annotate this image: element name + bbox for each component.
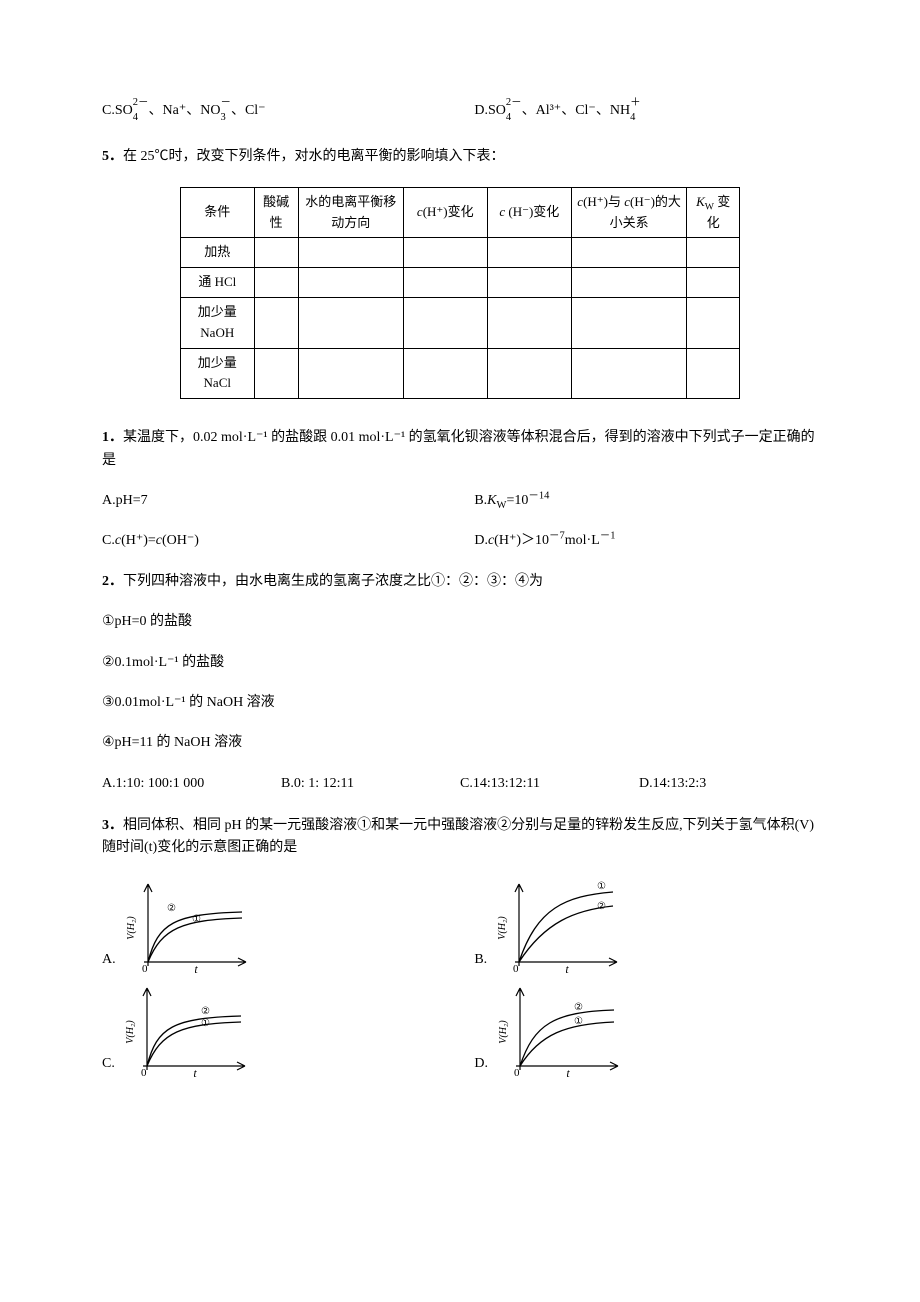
- q1-options-1: A.pH=7 B.KW=10－14: [102, 490, 818, 512]
- option-c: C.SO2－2－4、Na⁺、NO－－3、Cl⁻: [102, 100, 446, 122]
- table-row: 通 HCl: [181, 268, 740, 298]
- graph-d: V(H₂) t 0 ① ②: [494, 982, 624, 1078]
- svg-text:②: ②: [201, 1006, 210, 1017]
- option-d-label: D.: [474, 103, 488, 118]
- graph-a: V(H₂) t 0 ① ②: [122, 878, 252, 974]
- q5-h5: c(H⁺)与 c(H⁻)的大小关系: [571, 187, 687, 238]
- q2-stem: 2．下列四种溶液中，由水电离生成的氢离子浓度之比①：②：③：④为: [102, 571, 818, 593]
- svg-text:0: 0: [513, 963, 519, 974]
- row1-label: 通 HCl: [181, 268, 255, 298]
- q2-item3: ③0.01mol·L⁻¹ 的 NaOH 溶液: [102, 692, 818, 714]
- q1-stem: 1．某温度下，0.02 mol·L⁻¹ 的盐酸跟 0.01 mol·L⁻¹ 的氢…: [102, 427, 818, 472]
- q2-b: B.0: 1: 12:11: [281, 773, 460, 795]
- svg-text:t: t: [193, 1066, 197, 1078]
- q1-num: 1．: [102, 430, 123, 445]
- svg-text:V(H₂): V(H₂): [126, 915, 137, 939]
- q3-cell-b: B. V(H₂) t 0 ① ②: [474, 878, 818, 974]
- q3-stem: 3．相同体积、相同 pH 的某一元强酸溶液①和某一元中强酸溶液②分别与足量的锌粉…: [102, 815, 818, 860]
- table-row: 加少量NaOH: [181, 297, 740, 348]
- q2-item1: ①pH=0 的盐酸: [102, 611, 818, 633]
- q5-table: 条件 酸碱性 水的电离平衡移动方向 c(H⁺)变化 c (H⁻)变化 c(H⁺)…: [180, 187, 740, 399]
- q3-label-d: D.: [474, 1053, 488, 1075]
- row3-label: 加少量NaCl: [181, 348, 255, 399]
- q5-h1: 酸碱性: [254, 187, 298, 238]
- option-row-cd: C.SO2－2－4、Na⁺、NO－－3、Cl⁻ D.SO2－2－4、Al³⁺、C…: [102, 100, 818, 122]
- q3-cell-a: A. V(H₂) t 0 ① ②: [102, 878, 446, 974]
- svg-text:t: t: [194, 962, 198, 974]
- q5-thead: 条件 酸碱性 水的电离平衡移动方向 c(H⁺)变化 c (H⁻)变化 c(H⁺)…: [181, 187, 740, 238]
- q1-d: D.c(H⁺)＞10－7mol·L－1: [474, 530, 818, 552]
- q5-h0: 条件: [181, 187, 255, 238]
- q3-row-cd: C. V(H₂)t0①② D. V(H₂)t0①②: [102, 982, 818, 1078]
- q5-h4: c (H⁻)变化: [487, 187, 571, 238]
- svg-text:①: ①: [192, 914, 201, 925]
- svg-text:①: ①: [201, 1018, 210, 1029]
- svg-text:0: 0: [514, 1067, 520, 1078]
- table-row: 加热: [181, 238, 740, 268]
- d-mid: 、Al³⁺、Cl⁻、: [522, 103, 610, 118]
- q1-c: C.c(H⁺)=c(OH⁻): [102, 530, 446, 552]
- nh4-subsup: ＋＋4: [630, 100, 641, 122]
- q1-a: A.pH=7: [102, 490, 446, 512]
- q2-text: 下列四种溶液中，由水电离生成的氢离子浓度之比①：②：③：④为: [123, 574, 543, 589]
- svg-text:V(H₂): V(H₂): [497, 915, 508, 939]
- so4-subsup-d: 2－2－4: [506, 100, 522, 122]
- graph-c: V(H₂) t 0 ①②: [121, 982, 251, 1078]
- so-text-d: SO: [488, 103, 506, 118]
- q3-cell-c: C. V(H₂) t 0 ①②: [102, 982, 446, 1078]
- q2-d: D.14:13:2:3: [639, 773, 818, 795]
- q3-label-c: C.: [102, 1053, 115, 1075]
- q2-num: 2．: [102, 574, 123, 589]
- svg-text:①: ①: [597, 881, 606, 892]
- option-d: D.SO2－2－4、Al³⁺、Cl⁻、NH＋＋4: [474, 100, 818, 122]
- q2-item2: ②0.1mol·L⁻¹ 的盐酸: [102, 652, 818, 674]
- svg-text:t: t: [566, 1066, 570, 1078]
- so4-subsup: 2－2－4: [133, 100, 149, 122]
- svg-text:②: ②: [597, 901, 606, 912]
- svg-text:0: 0: [142, 963, 148, 974]
- q1-text: 某温度下，0.02 mol·L⁻¹ 的盐酸跟 0.01 mol·L⁻¹ 的氢氧化…: [102, 430, 815, 467]
- svg-text:V(H₂): V(H₂): [498, 1019, 509, 1043]
- q3-num: 3．: [102, 818, 123, 833]
- row2-label: 加少量NaOH: [181, 297, 255, 348]
- q5-num: 5．: [102, 149, 123, 164]
- q5-h6: KW 变化: [687, 187, 740, 238]
- table-row: 加少量NaCl: [181, 348, 740, 399]
- svg-text:②: ②: [574, 1002, 583, 1013]
- c-mid1: 、Na⁺、N: [149, 103, 211, 118]
- q5-stem: 5．在 25℃时，改变下列条件，对水的电离平衡的影响填入下表：: [102, 146, 818, 168]
- so-text: SO: [115, 103, 133, 118]
- svg-text:②: ②: [167, 903, 176, 914]
- o-text: O: [210, 103, 220, 118]
- q3-label-b: B.: [474, 949, 487, 971]
- option-c-label: C.: [102, 103, 115, 118]
- q5-text: 在 25℃时，改变下列条件，对水的电离平衡的影响填入下表：: [123, 149, 505, 164]
- nh-text: NH: [610, 103, 630, 118]
- q1-options-2: C.c(H⁺)=c(OH⁻) D.c(H⁺)＞10－7mol·L－1: [102, 530, 818, 552]
- q3-cell-d: D. V(H₂) t 0 ① ②: [474, 982, 818, 1078]
- q3-row-ab: A. V(H₂) t 0 ① ② B. V(H₂) t 0 ① ②: [102, 878, 818, 974]
- q1-b: B.KW=10－14: [474, 490, 818, 512]
- q3-text: 相同体积、相同 pH 的某一元强酸溶液①和某一元中强酸溶液②分别与足量的锌粉发生…: [102, 818, 814, 855]
- c-tail: 、Cl⁻: [231, 103, 266, 118]
- q3-label-a: A.: [102, 949, 116, 971]
- svg-text:V(H₂): V(H₂): [125, 1019, 136, 1043]
- graph-b: V(H₂) t 0 ① ②: [493, 878, 623, 974]
- svg-text:①: ①: [574, 1016, 583, 1027]
- no3-subsup: －－3: [220, 100, 231, 122]
- q5-tbody: 加热 通 HCl 加少量NaOH 加少量NaCl: [181, 238, 740, 399]
- q5-h3: c(H⁺)变化: [403, 187, 487, 238]
- q2-options: A.1:10: 100:1 000 B.0: 1: 12:11 C.14:13:…: [102, 773, 818, 795]
- q2-item4: ④pH=11 的 NaOH 溶液: [102, 732, 818, 754]
- row0-label: 加热: [181, 238, 255, 268]
- svg-text:0: 0: [141, 1067, 147, 1078]
- svg-text:t: t: [566, 962, 570, 974]
- q5-h2: 水的电离平衡移动方向: [298, 187, 403, 238]
- q2-a: A.1:10: 100:1 000: [102, 773, 281, 795]
- q2-c: C.14:13:12:11: [460, 773, 639, 795]
